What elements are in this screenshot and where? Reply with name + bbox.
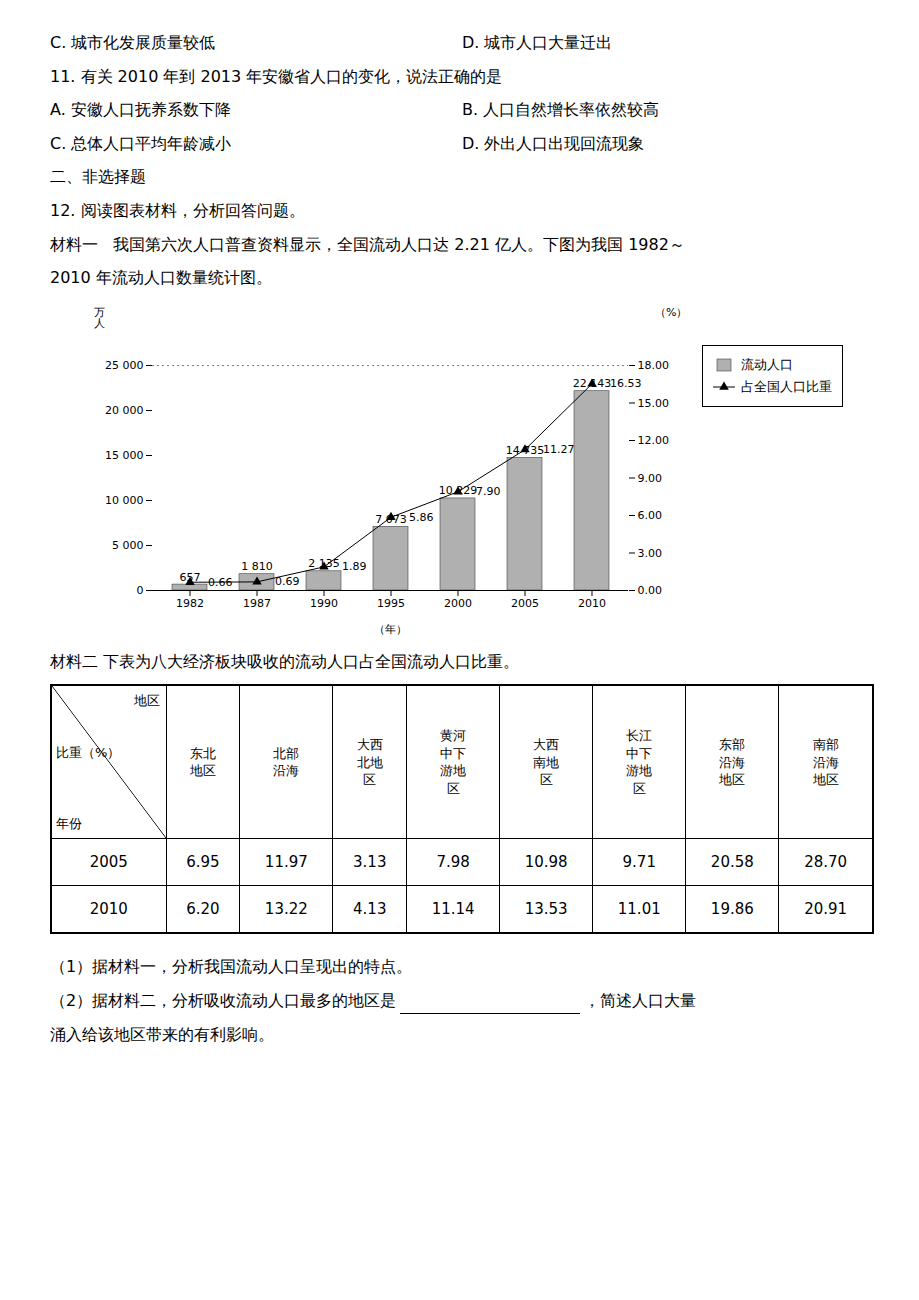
html-text:占全国人口比重: 占全国人口比重 <box>741 378 832 394</box>
html-text:A. 安徽人口抚养系数下降: A. 安徽人口抚养系数下降 <box>50 100 231 120</box>
svg-text:15.00: 15.00 <box>638 396 670 409</box>
html-text:3.13: 3.13 <box>353 853 387 872</box>
html-text:D. 城市人口大量迁出: D. 城市人口大量迁出 <box>462 33 613 52</box>
svg-text:25 000: 25 000 <box>105 359 144 372</box>
html-text:B. 人口自然增长率依然较高: B. 人口自然增长率依然较高 <box>462 100 660 120</box>
html-text:11. 有关 2010 年到 2013 年安徽省人口的变化，: 11. 有关 2010 年到 2013 年安徽省人口的变化，说法正确的是 <box>50 66 503 86</box>
svg-text:6.00: 6.00 <box>638 509 663 522</box>
svg-text:7.90: 7.90 <box>476 485 501 498</box>
svg-text:0.66: 0.66 <box>208 576 233 589</box>
svg-text:1 810: 1 810 <box>241 560 273 573</box>
html-text:东北 地区: 东北 地区 <box>189 745 216 779</box>
html-text:，简述人口大量: ，简述人口大量 <box>584 990 697 1010</box>
html-text:D. 外出人口出现回流现象: D. 外出人口出现回流现象 <box>462 133 645 153</box>
html-text:C. 总体人口平均年龄减小: C. 总体人口平均年龄减小 <box>50 133 232 153</box>
html-text:南部 沿海 地区: 南部 沿海 地区 <box>812 737 839 788</box>
html-text:长江 中下 游地 区: 长江 中下 游地 区 <box>626 728 653 796</box>
html-text:2010 年流动人口数量统计图。: 2010 年流动人口数量统计图。 <box>50 268 272 288</box>
svg-text:5 000: 5 000 <box>112 539 144 552</box>
html-text:材料二 下表为八大经济板块吸收的流动人口占全国流动人口比重。: 材料二 下表为八大经济板块吸收的流动人口占全国流动人口比重。 <box>50 651 520 671</box>
svg-text:11.27: 11.27 <box>543 443 575 456</box>
svg-text:18.00: 18.00 <box>638 359 670 372</box>
svg-text:12.00: 12.00 <box>638 434 670 447</box>
svg-text:1.89: 1.89 <box>342 560 367 573</box>
html-text:C. 城市化发展质量较低: C. 城市化发展质量较低 <box>50 33 216 52</box>
html-text:地区: 地区 <box>133 693 160 709</box>
svg-text:2005: 2005 <box>511 597 539 610</box>
html-text:涌入给该地区带来的有利影响。: 涌入给该地区带来的有利影响。 <box>50 1024 274 1044</box>
html-text:流动人口: 流动人口 <box>741 356 793 372</box>
svg-text:0: 0 <box>137 584 144 597</box>
html-text:北部 沿海: 北部 沿海 <box>273 745 300 779</box>
html-text:（2）据材料二，分析吸收流动人口最多的地区是: （2）据材料二，分析吸收流动人口最多的地区是 <box>50 990 397 1010</box>
html-text:20.58: 20.58 <box>710 853 754 872</box>
svg-text:1987: 1987 <box>243 597 271 610</box>
html-text:二、非选择题: 二、非选择题 <box>50 167 146 187</box>
html-text:13.53: 13.53 <box>524 900 568 919</box>
svg-text:1995: 1995 <box>377 597 405 610</box>
html-text:11.97: 11.97 <box>264 853 308 872</box>
svg-text:22 143: 22 143 <box>573 377 612 390</box>
svg-text:万人: 万人 <box>94 306 105 330</box>
html-text:大西 南地 区: 大西 南地 区 <box>533 737 560 788</box>
html-text:9.71: 9.71 <box>622 853 656 872</box>
html-text:13.22: 13.22 <box>264 900 308 919</box>
html-text:2010: 2010 <box>89 900 128 919</box>
svg-text:657: 657 <box>180 570 201 583</box>
svg-text:0.00: 0.00 <box>638 584 663 597</box>
svg-text:7 073: 7 073 <box>375 513 407 526</box>
svg-text:14 735: 14 735 <box>506 444 545 457</box>
svg-text:（年）: （年） <box>374 622 407 635</box>
svg-text:15 000: 15 000 <box>105 449 144 462</box>
html-text:28.70: 28.70 <box>804 853 848 872</box>
html-text:材料一 我国第六次人口普查资料显示，全国流动人口达 2.21: 材料一 我国第六次人口普查资料显示，全国流动人口达 2.21 亿人。下图为我国 … <box>50 234 685 254</box>
html-text:大西 北地 区: 大西 北地 区 <box>356 737 383 788</box>
svg-text:2 135: 2 135 <box>308 557 340 570</box>
html-text:19.86: 19.86 <box>710 900 754 919</box>
svg-text:20 000: 20 000 <box>105 404 144 417</box>
html-text:年份: 年份 <box>56 815 82 831</box>
svg-text:2000: 2000 <box>444 597 472 610</box>
svg-text:10 229: 10 229 <box>439 484 478 497</box>
html-text:11.14: 11.14 <box>431 900 475 919</box>
svg-text:16.53: 16.53 <box>610 377 642 390</box>
svg-text:1990: 1990 <box>310 597 338 610</box>
html-text:比重（%）: 比重（%） <box>56 745 121 761</box>
svg-text:3.00: 3.00 <box>638 546 663 559</box>
html-text:7.98: 7.98 <box>436 853 470 872</box>
html-text:4.13: 4.13 <box>353 900 387 919</box>
html-text:6.95: 6.95 <box>186 853 220 872</box>
svg-text:5.86: 5.86 <box>409 511 434 524</box>
svg-text:10 000: 10 000 <box>105 494 144 507</box>
html-text:黄河 中下 游地 区: 黄河 中下 游地 区 <box>440 728 467 796</box>
svg-text:9.00: 9.00 <box>638 471 663 484</box>
html-text:6.20: 6.20 <box>186 900 220 919</box>
html-text:2005: 2005 <box>89 853 128 872</box>
svg-text:（%）: （%） <box>655 306 687 319</box>
html-text:12. 阅读图表材料，分析回答问题。: 12. 阅读图表材料，分析回答问题。 <box>50 201 305 220</box>
html-text:11.01: 11.01 <box>617 900 661 919</box>
html-text:10.98: 10.98 <box>524 853 568 872</box>
html-text:东部 沿海 地区: 东部 沿海 地区 <box>719 737 746 788</box>
html-text:20.91: 20.91 <box>804 900 848 919</box>
svg-text:1982: 1982 <box>176 597 204 610</box>
svg-text:2010: 2010 <box>578 597 606 610</box>
html-text:（1）据材料一，分析我国流动人口呈现出的特点。: （1）据材料一，分析我国流动人口呈现出的特点。 <box>50 957 413 977</box>
svg-text:0.69: 0.69 <box>275 575 300 588</box>
